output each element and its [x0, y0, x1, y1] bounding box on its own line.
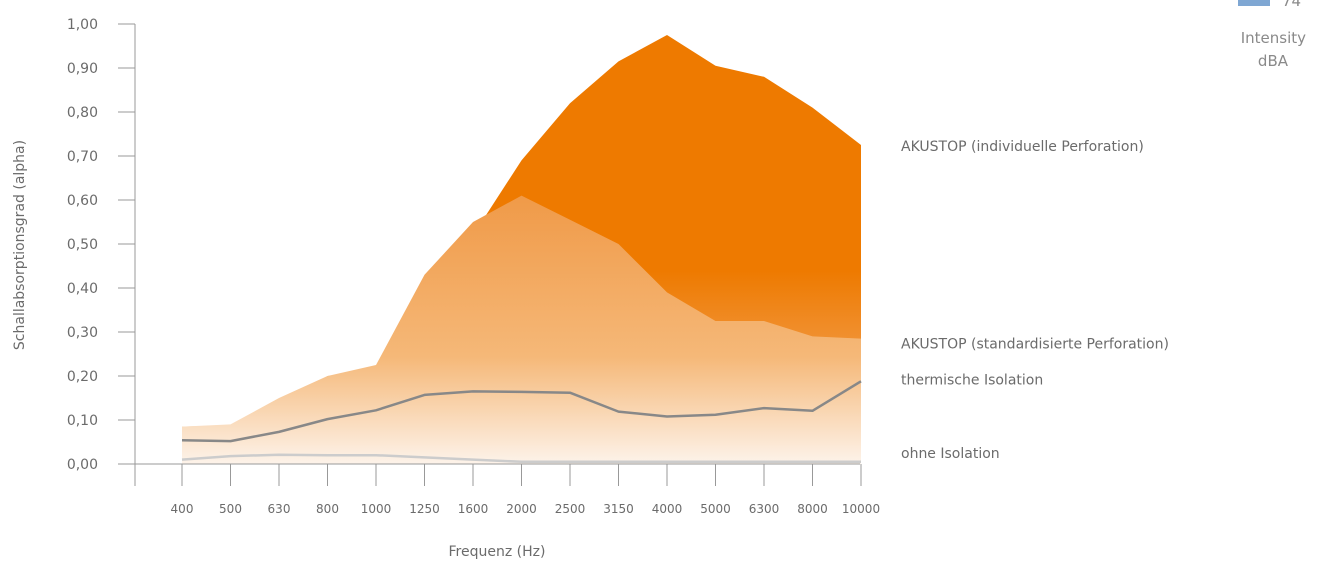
legend-label-line1: Intensity	[1241, 29, 1306, 47]
x-tick-label: 8000	[797, 502, 828, 516]
y-tick-label: 0,20	[67, 369, 98, 385]
x-tick-label: 500	[219, 502, 242, 516]
y-tick-label: 0,90	[67, 61, 98, 77]
y-tick-label: 0,70	[67, 149, 98, 165]
legend: 74 Intensity dBA	[1238, 0, 1306, 70]
y-ticks: 0,00 0,10 0,20 0,30 0,40 0,50 0,60 0,70 0,80 0,90…	[67, 17, 135, 473]
y-tick-label: 0,00	[67, 457, 98, 473]
y-tick-label: 0,80	[67, 105, 98, 121]
x-tick-label: 800	[316, 502, 339, 516]
line-layer	[181, 380, 862, 464]
legend-value: 74	[1282, 0, 1301, 10]
series-labels: AKUSTOP (individuelle Perforation) AKUSTO…	[901, 139, 1169, 462]
x-ticks: 400 500 630 800 1000 1250 1600 2000 2500 3150 4000…	[171, 464, 880, 516]
series-area-2	[182, 195, 861, 464]
x-axis-title: Frequenz (Hz)	[449, 544, 546, 560]
series-line-4	[181, 453, 861, 464]
series-label-1: AKUSTOP (individuelle Perforation)	[901, 139, 1144, 155]
x-tick-label: 2500	[555, 502, 586, 516]
y-tick-label: 1,00	[67, 17, 98, 33]
series-label-3: thermische Isolation	[901, 372, 1043, 388]
series-label-2: AKUSTOP (standardisierte Perforation)	[901, 337, 1169, 353]
y-tick-label: 0,10	[67, 413, 98, 429]
x-tick-label: 400	[171, 502, 194, 516]
x-tick-label: 1000	[361, 502, 392, 516]
area-layer	[182, 35, 861, 464]
x-tick-label: 10000	[842, 502, 880, 516]
x-tick-label: 3150	[603, 502, 634, 516]
y-tick-label: 0,50	[67, 237, 98, 253]
x-tick-label: 1600	[458, 502, 489, 516]
y-tick-label: 0,30	[67, 325, 98, 341]
y-tick-label: 0,40	[67, 281, 98, 297]
x-tick-label: 6300	[749, 502, 780, 516]
axes	[118, 24, 860, 486]
legend-swatch	[1238, 0, 1270, 6]
y-tick-label: 0,60	[67, 193, 98, 209]
x-tick-label: 4000	[652, 502, 683, 516]
series-line-3	[181, 380, 862, 443]
x-tick-label: 2000	[506, 502, 537, 516]
y-axis-title: Schallabsorptionsgrad (alpha)	[12, 140, 28, 350]
x-tick-label: 1250	[409, 502, 440, 516]
x-tick-label: 5000	[700, 502, 731, 516]
series-label-4: ohne Isolation	[901, 446, 1000, 462]
legend-label-line2: dBA	[1258, 52, 1289, 70]
x-tick-label: 630	[268, 502, 291, 516]
